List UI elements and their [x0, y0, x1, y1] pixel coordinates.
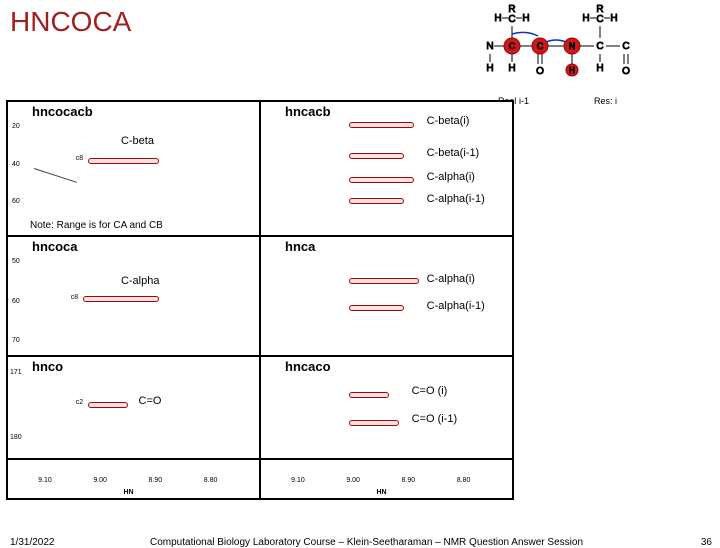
peak-label-big: C-alpha	[121, 275, 160, 287]
svg-text:H: H	[596, 63, 603, 74]
peak	[88, 158, 158, 164]
xtick: 9.10	[291, 477, 305, 484]
ytick: 171	[10, 369, 22, 376]
ytick: 180	[10, 434, 22, 441]
peak	[349, 153, 404, 159]
svg-text:H: H	[610, 13, 617, 24]
panel-title: hnca	[285, 239, 315, 254]
peak-label-big: C-beta(i)	[427, 115, 470, 127]
svg-text:H: H	[486, 63, 493, 74]
peak	[88, 402, 128, 408]
peak	[83, 296, 158, 302]
svg-text:H: H	[569, 66, 575, 75]
ytick: 70	[12, 337, 20, 344]
peak-small-label: c2	[76, 399, 83, 406]
svg-text:H: H	[582, 13, 589, 24]
peak	[349, 177, 414, 183]
panel-title: hnco	[32, 359, 63, 374]
svg-text:O: O	[536, 66, 544, 77]
panel-note: Note: Range is for CA and CB	[30, 220, 163, 231]
panel-hncacb: hncacb C-beta(i) C-beta(i-1) C-alpha(i) …	[260, 101, 513, 236]
peak	[349, 392, 389, 398]
ytick: 40	[12, 161, 20, 168]
panel-title: hncacb	[285, 104, 331, 119]
molecule-diagram: N C C H H R H H C O N	[472, 4, 702, 114]
xtick: 8.80	[204, 477, 218, 484]
peak-label-big: C-beta(i-1)	[427, 147, 480, 159]
svg-text:H: H	[508, 63, 515, 74]
xtick: 8.80	[457, 477, 471, 484]
ytick: 50	[12, 258, 20, 265]
panel-title: hncocacb	[32, 104, 93, 119]
peak	[349, 420, 399, 426]
x-axis-left: 9.10 9.00 8.90 8.80 HN	[7, 459, 260, 499]
ytick: 60	[12, 298, 20, 305]
title-text: HNCOCA	[10, 6, 131, 37]
panel-title: hncaco	[285, 359, 331, 374]
xtick: 9.00	[346, 477, 360, 484]
ytick: 20	[12, 123, 20, 130]
xtick: 9.00	[93, 477, 107, 484]
xtick: 8.90	[149, 477, 163, 484]
peak-label-big: C-beta	[121, 135, 154, 147]
footer-date: 1/31/2022	[10, 537, 55, 548]
spectra-grid: hncocacb 20 40 60 C-beta c8 Note: Range …	[6, 100, 514, 500]
peak-label-big: C-alpha(i-1)	[427, 193, 485, 205]
peak-label-big: C=O	[139, 395, 162, 407]
peak-small-label: c8	[76, 155, 83, 162]
svg-text:C: C	[508, 14, 515, 25]
x-axis-label: HN	[376, 489, 386, 496]
svg-text:C: C	[622, 41, 629, 52]
peak-label-big: C-alpha(i-1)	[427, 300, 485, 312]
x-axis-label: HN	[123, 489, 133, 496]
svg-text:H: H	[522, 13, 529, 24]
svg-text:C: C	[596, 41, 603, 52]
peak-label-big: C=O (i-1)	[412, 413, 458, 425]
svg-text:C: C	[509, 41, 516, 51]
peak	[349, 122, 414, 128]
svg-text:N: N	[486, 41, 493, 52]
panel-hnco: hnco 171 180 C=O c2	[7, 356, 260, 459]
xtick: 8.90	[402, 477, 416, 484]
peak	[349, 278, 419, 284]
svg-text:C: C	[596, 14, 603, 25]
footer-page: 36	[701, 537, 712, 548]
svg-text:R: R	[596, 4, 603, 15]
peak-label-big: C=O (i)	[412, 385, 448, 397]
peak-label-big: C-alpha(i)	[427, 273, 475, 285]
panel-hnca: hnca C-alpha(i) C-alpha(i-1)	[260, 236, 513, 355]
panel-title: hncoca	[32, 239, 78, 254]
peak-label-big: C-alpha(i)	[427, 171, 475, 183]
svg-text:R: R	[508, 4, 515, 15]
x-axis-right: 9.10 9.00 8.90 8.80 HN	[260, 459, 513, 499]
panel-hncoca: hncoca 50 60 70 C-alpha c8	[7, 236, 260, 355]
xtick: 9.10	[38, 477, 52, 484]
panel-hncaco: hncaco C=O (i) C=O (i-1)	[260, 356, 513, 459]
svg-text:H: H	[494, 13, 501, 24]
res-i-label: Res: i	[594, 96, 617, 106]
peak	[349, 198, 404, 204]
peak-small-label: c8	[71, 294, 78, 301]
footer-text: Computational Biology Laboratory Course …	[150, 537, 583, 548]
peak	[349, 305, 404, 311]
page-title: HNCOCA	[10, 6, 131, 38]
svg-text:O: O	[622, 66, 630, 77]
svg-text:N: N	[569, 41, 576, 51]
panel-hncocacb: hncocacb 20 40 60 C-beta c8 Note: Range …	[7, 101, 260, 236]
svg-text:C: C	[537, 41, 544, 51]
ytick: 60	[12, 198, 20, 205]
leader-line	[34, 168, 77, 183]
